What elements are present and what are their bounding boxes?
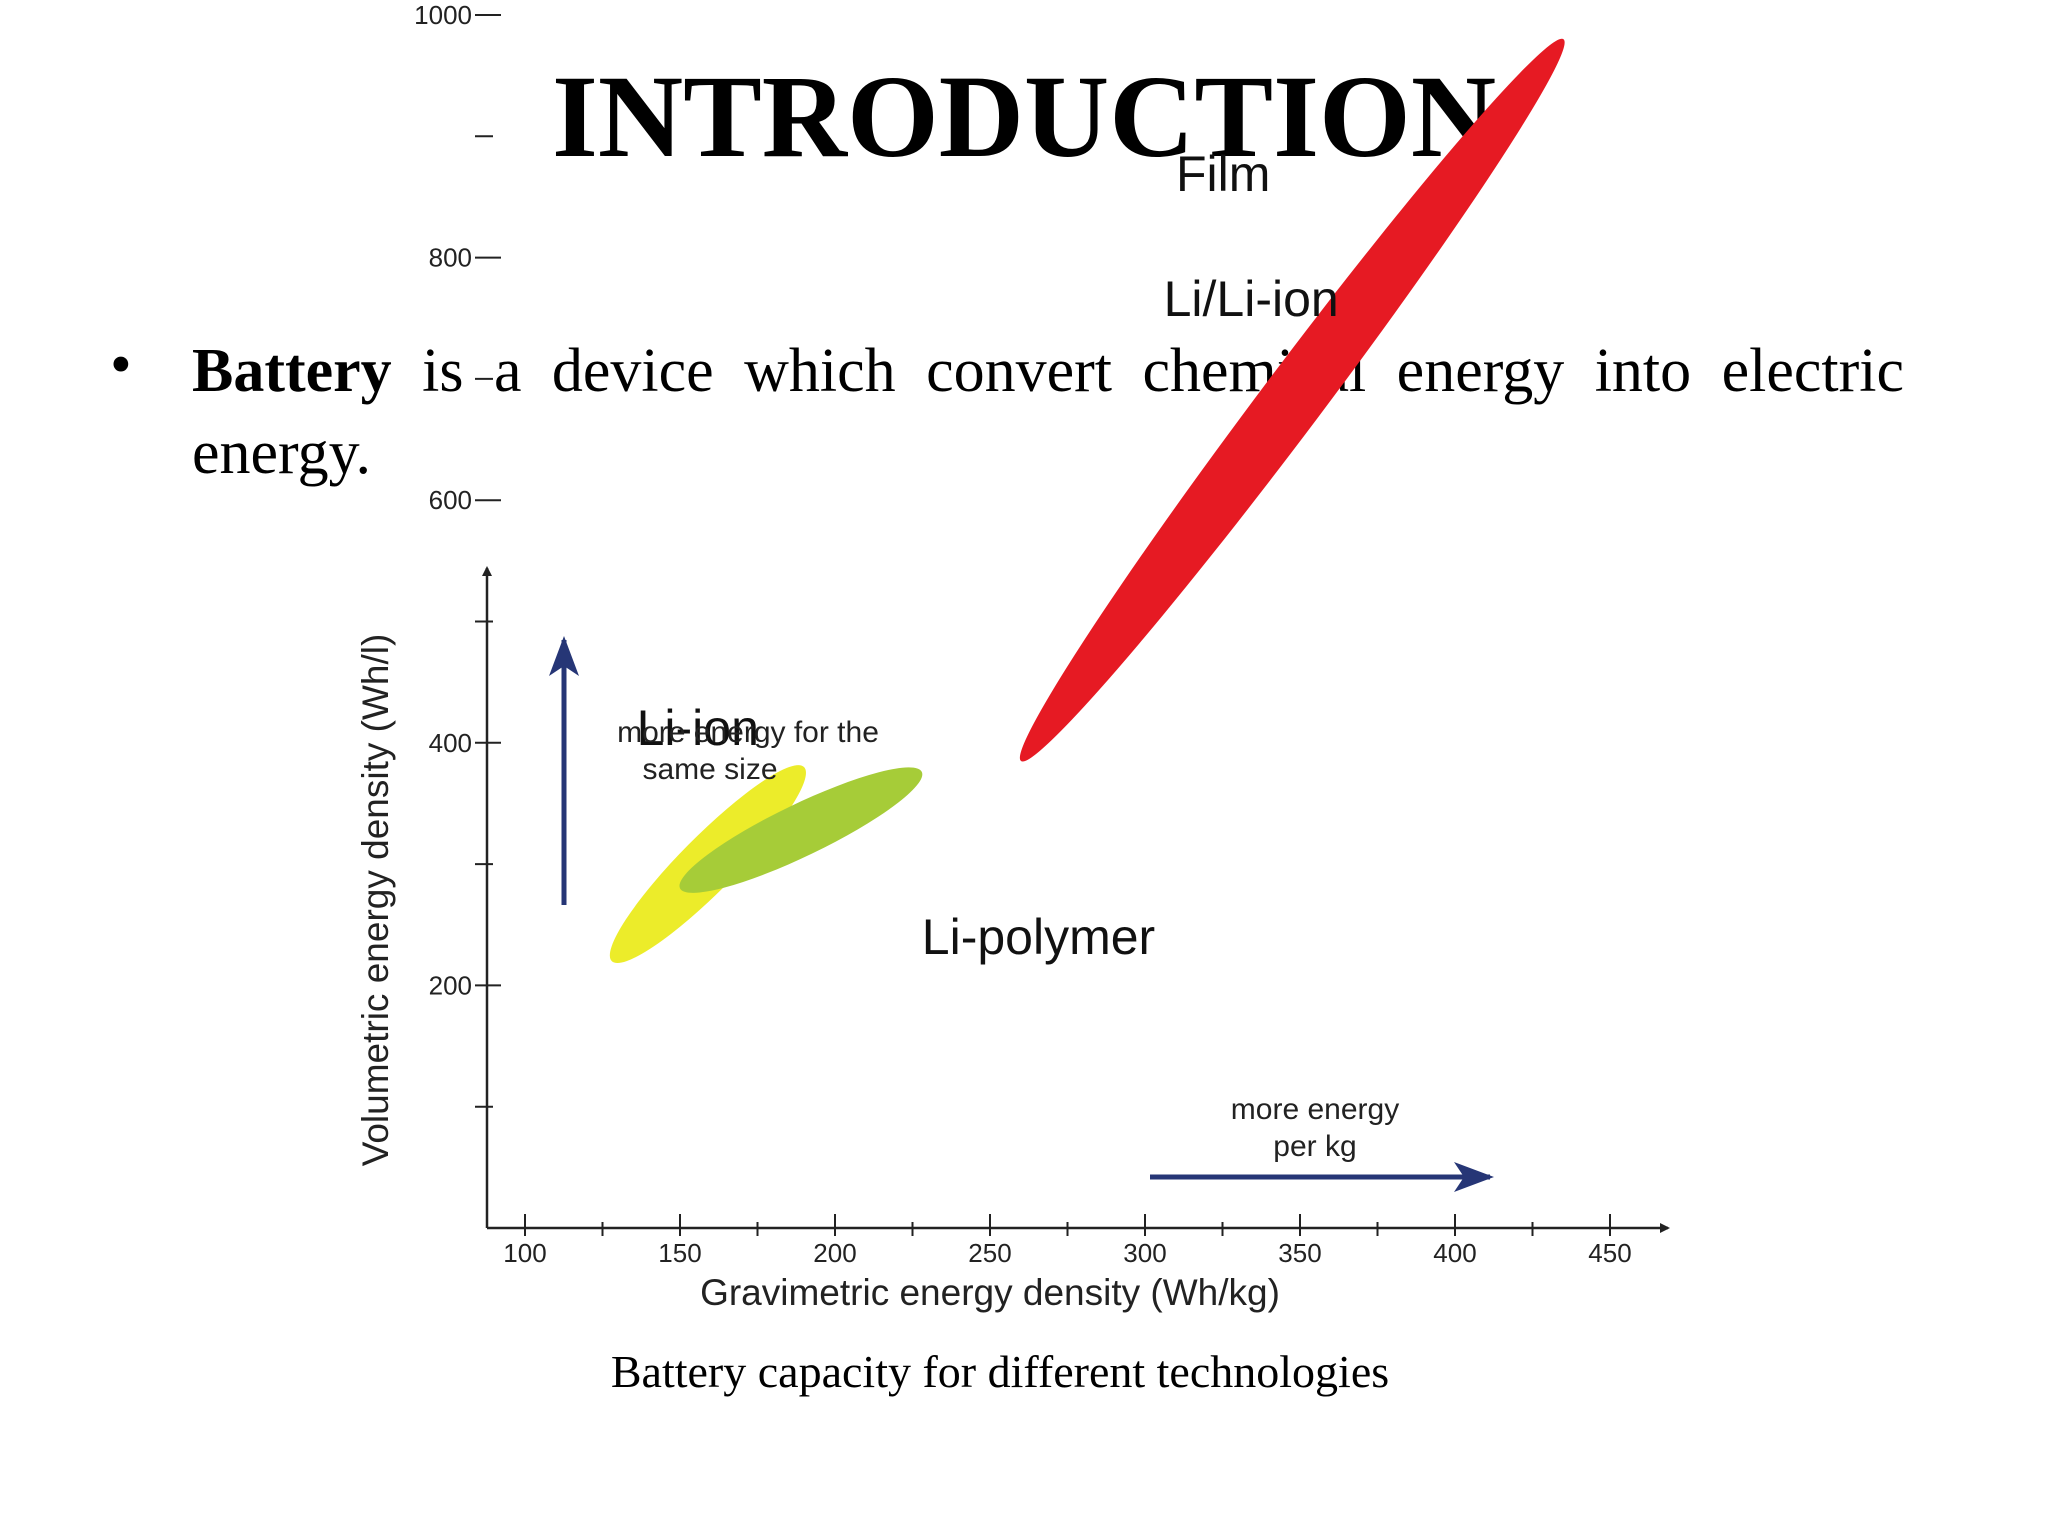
slide-title: INTRODUCTION [551, 51, 1497, 182]
x-tick-label: 100 [503, 1238, 546, 1268]
y-tick-label: 200 [429, 970, 472, 1000]
figure-caption: Battery capacity for different technolog… [610, 1346, 1390, 1397]
y-tick-label: 600 [429, 485, 472, 515]
annotation-text: same size [642, 753, 777, 786]
bullet-text: Battery is a device which convert chemic… [192, 330, 1904, 494]
annotation-text: more energy for the [617, 716, 879, 749]
region-label: Film [1176, 146, 1270, 202]
annotation-text: more energy [1231, 1093, 1399, 1126]
y-tick-label: 400 [429, 728, 472, 758]
region-label: Li-polymer [922, 909, 1155, 965]
region-film-li-li-ion [1019, 38, 1565, 762]
bullet-definition: is a device which convert chemical energ… [192, 337, 1904, 487]
x-tick-label: 400 [1433, 1238, 1476, 1268]
x-tick-label: 450 [1588, 1238, 1631, 1268]
y-tick-label: 1000 [414, 0, 472, 30]
region-label: Li/Li-ion [1164, 271, 1339, 327]
x-tick-label: 150 [658, 1238, 701, 1268]
x-axis-label: Gravimetric energy density (Wh/kg) [700, 1272, 1280, 1313]
bullet-point: • [110, 331, 132, 399]
y-tick-label: 800 [429, 243, 472, 273]
x-tick-label: 300 [1123, 1238, 1166, 1268]
bullet-keyword: Battery [192, 337, 392, 405]
annotation-text: per kg [1273, 1130, 1356, 1163]
x-tick-label: 250 [968, 1238, 1011, 1268]
region-label: Li-ion [637, 700, 759, 756]
region-li-polymer [679, 767, 923, 893]
x-tick-label: 350 [1278, 1238, 1321, 1268]
y-axis-label: Volumetric energy density (Wh/l) [355, 634, 396, 1167]
x-tick-label: 200 [813, 1238, 856, 1268]
